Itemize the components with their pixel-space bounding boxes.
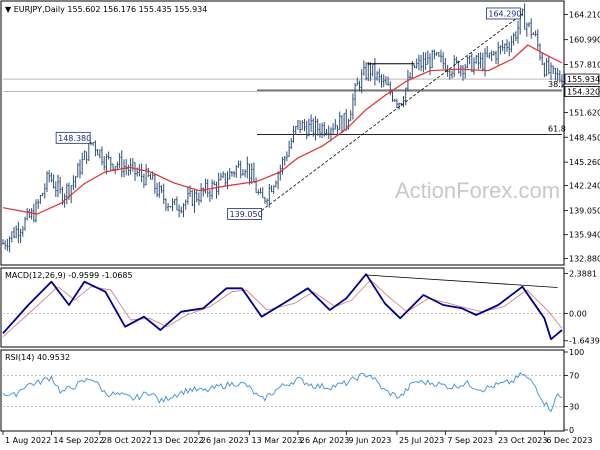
rsi-panel-frame [0,349,565,432]
current-price-label: 154.320 [567,88,600,97]
macd-line [2,273,563,341]
x-tick-label: 13 Dec 2022 [152,436,203,445]
macd-layer [2,273,563,341]
price-y-tick-label: 148.450 [569,133,600,142]
price-y-tick-label: 142.240 [569,182,600,191]
moving-average-line [2,44,563,215]
price-y-tick-label: 145.260 [569,158,600,167]
price-layer: 38.2 61.8 164.290 148.380 139.050 [2,3,566,253]
macd-y-tick-label: -1.6439 [569,337,600,346]
price-y-tick-label: 157.810 [569,60,600,69]
x-tick-label: 25 Jul 2023 [399,436,444,445]
x-tick-label: 13 Mar 2023 [251,436,302,445]
x-tick-label: 9 Jun 2023 [348,436,391,445]
x-tick-label: 26 Apr 2023 [300,436,349,445]
rsi-y-tick-label: 70 [569,371,579,380]
price-y-tick-label: 151.620 [569,109,600,118]
macd-y-tick-label: 0.00 [569,309,587,318]
x-tick-label: 23 Oct 2023 [498,436,547,445]
annotation-box [485,7,521,20]
axes-layer: 164.210160.990157.810154.630151.620148.4… [2,11,600,445]
ohlc-label: 155.602 156.176 155.435 155.934 [67,5,207,14]
support-trendline [261,13,523,211]
price-panel-frame [0,0,565,266]
price-y-tick-label: 164.210 [569,11,600,20]
price-y-tick-label: 139.050 [569,206,600,215]
annotation-box [55,131,91,144]
current-price-label: 155.934 [567,75,600,84]
rsi-y-tick-label: 30 [569,403,579,412]
rsi-y-tick-label: 0 [569,426,574,435]
x-tick-label: 6 Dec 2023 [546,436,592,445]
current-price-box [564,73,600,85]
macd-divergence-line [366,274,558,288]
x-tick-label: 7 Sep 2023 [447,436,493,445]
annotation-box [227,208,262,220]
rsi-title: RSI(14) 40.9532 [5,353,70,362]
macd-panel-frame [0,267,565,348]
rsi-layer [2,372,563,413]
chart-header: ▼ EURJPY,Daily 155.602 156.176 155.435 1… [5,5,207,14]
price-y-tick-label: 132.880 [569,254,600,263]
macd-title: MACD(12,26,9) -0.9599 -1.0685 [5,271,133,280]
price-y-tick-label: 135.940 [569,231,600,240]
x-tick-label: 28 Oct 2022 [102,436,151,445]
annotation-label: 164.290 [488,9,521,18]
macd-y-tick-label: 2.3881 [569,270,597,279]
current-price-box [564,86,600,97]
symbol-label: EURJPY,Daily [14,5,65,14]
x-tick-label: 14 Sep 2022 [53,436,104,445]
level-label: 38.2 [548,80,566,89]
annotation-label: 139.050 [230,210,263,219]
level-label: 61.8 [548,125,566,134]
annotation-label: 148.380 [58,134,91,143]
macd-signal-line [2,279,563,338]
price-y-tick-label: 160.990 [569,36,600,45]
watermark: ActionForex.com [395,178,560,203]
x-tick-label: 1 Aug 2022 [5,436,51,445]
rsi-y-tick-label: 100 [569,348,584,357]
chart-title-icon: ▼ [5,5,14,14]
x-tick-label: 26 Jan 2023 [201,436,249,445]
rsi-line [2,372,563,413]
